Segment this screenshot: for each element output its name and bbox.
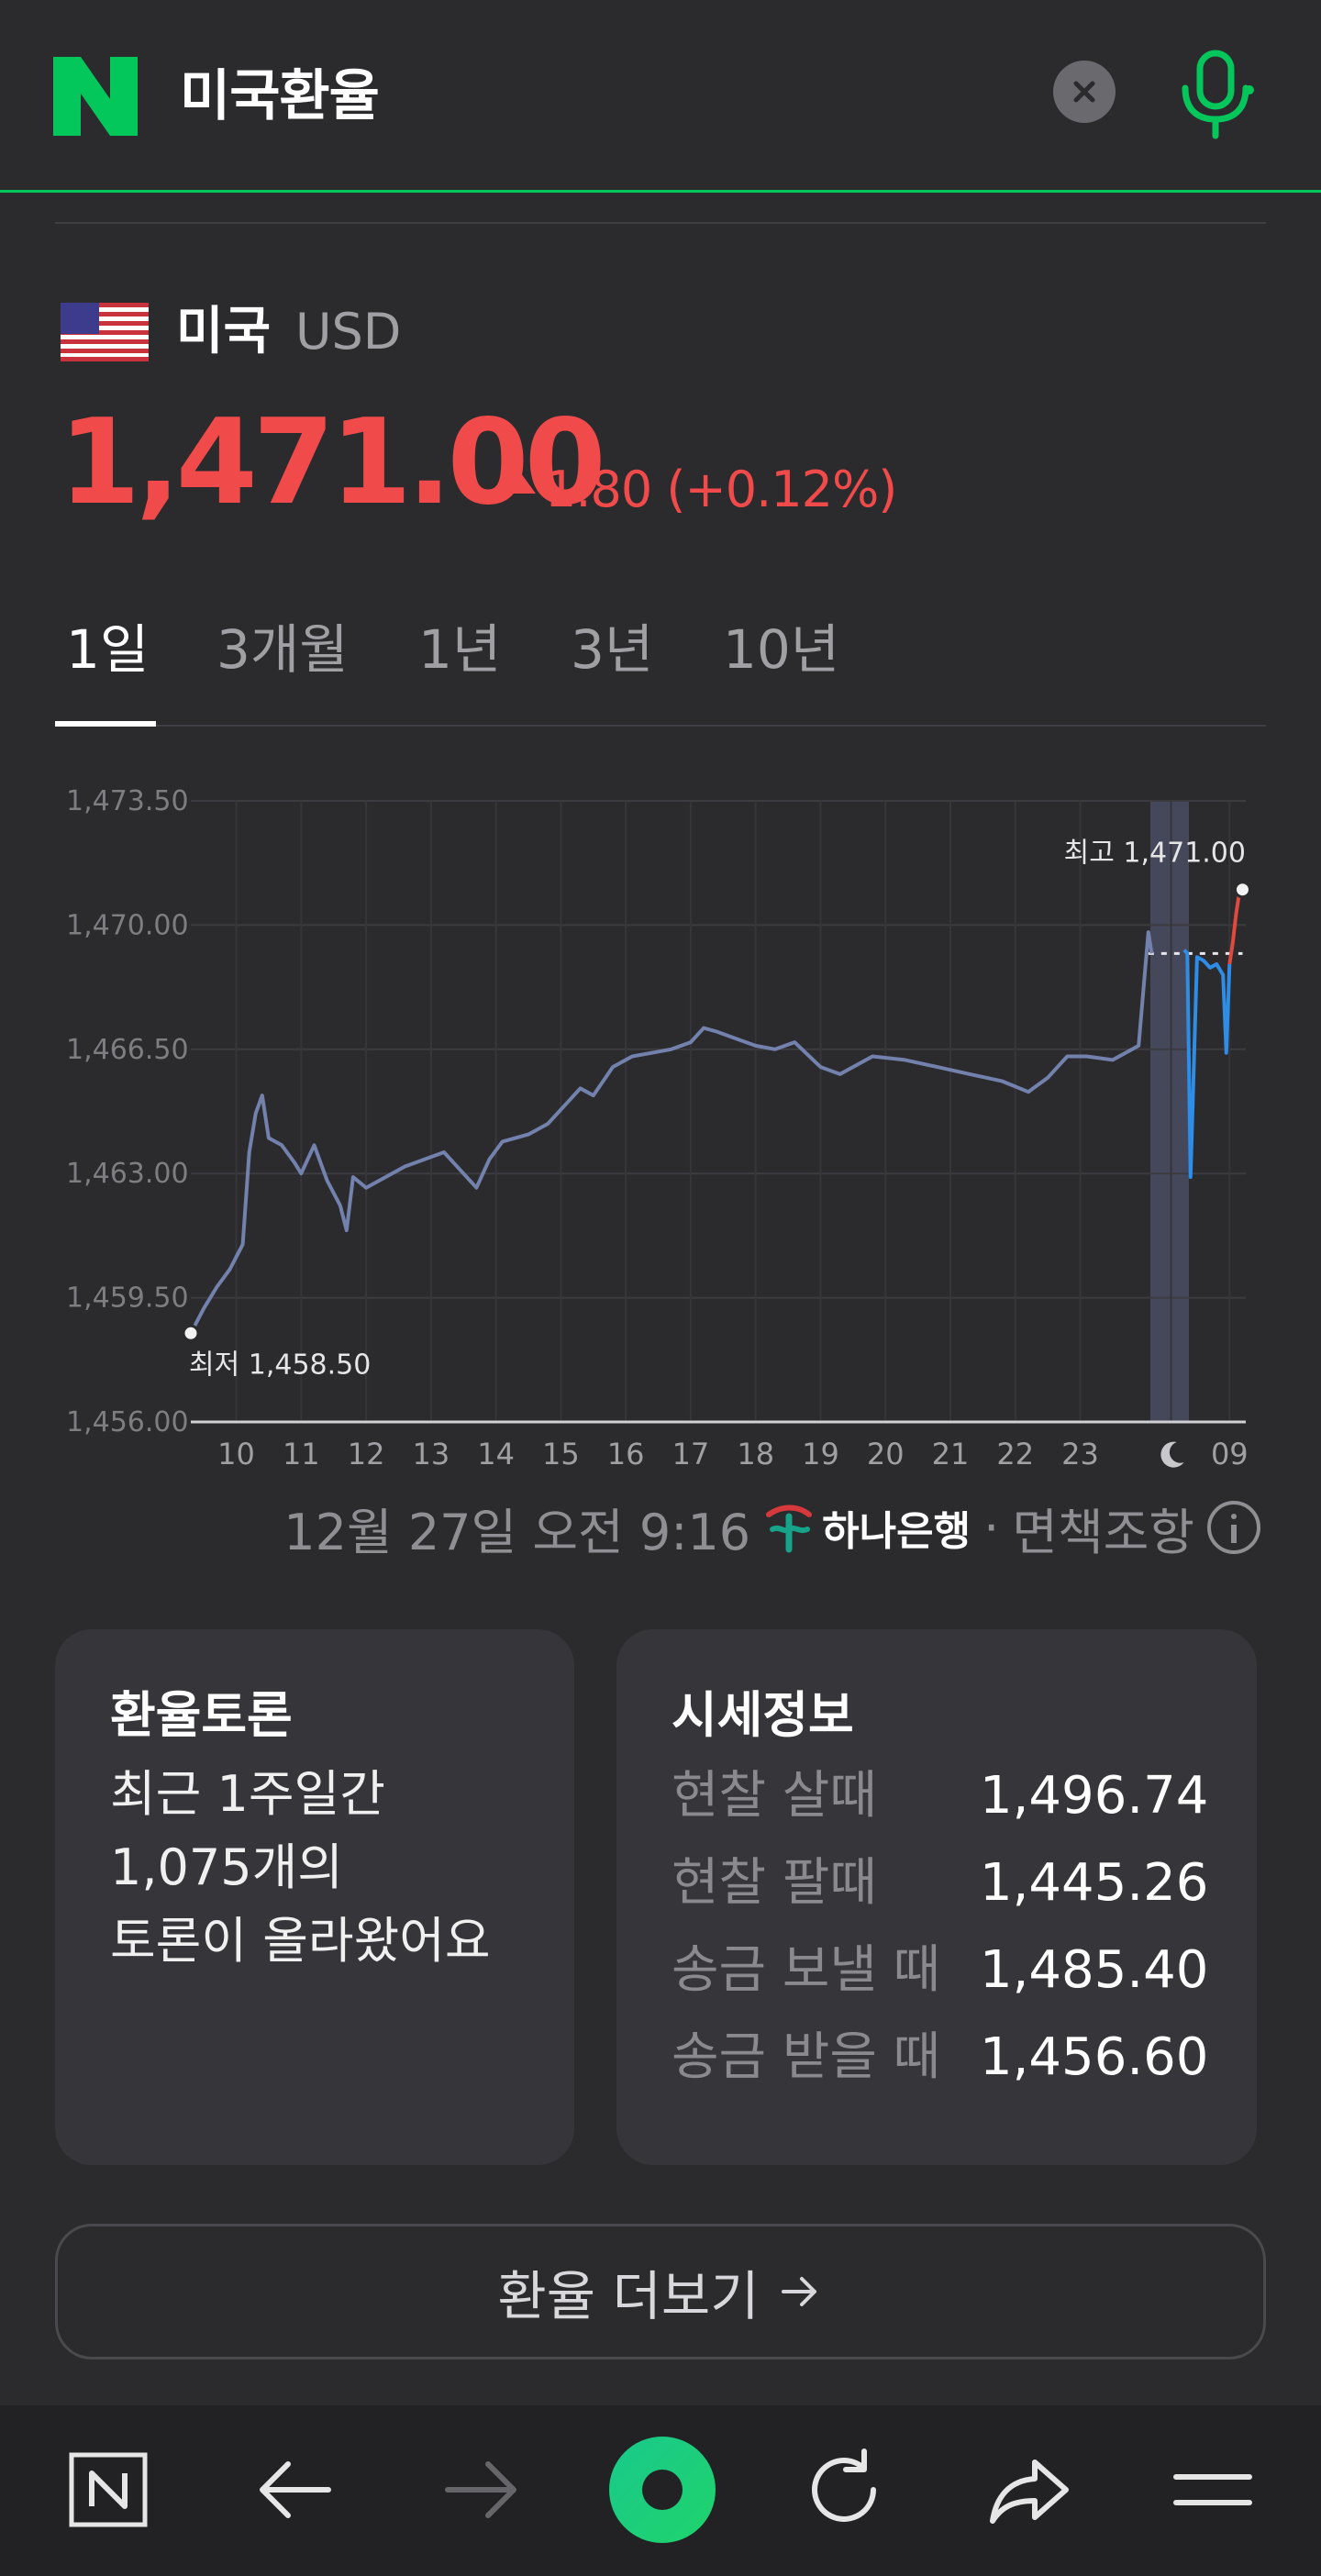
price-label: 현찰 팔때 xyxy=(672,1853,877,1913)
hana-bank-logo-icon xyxy=(766,1505,813,1553)
tab-10years[interactable]: 10년 xyxy=(723,618,840,681)
series-line xyxy=(189,930,1154,1335)
x-tick-label: 12 xyxy=(348,1437,385,1471)
back-arrow-icon[interactable] xyxy=(250,2444,341,2536)
price-value: 1,456.60 xyxy=(980,2027,1209,2087)
x-tick-label: 13 xyxy=(412,1437,450,1471)
x-tick-label: 10 xyxy=(217,1437,255,1471)
close-icon xyxy=(1073,81,1095,103)
search-header: 미국환율 xyxy=(0,0,1321,193)
y-tick-label: 1,470.00 xyxy=(66,909,189,941)
x-tick-label: 17 xyxy=(672,1437,710,1471)
info-icon[interactable] xyxy=(1207,1501,1260,1554)
divider xyxy=(55,222,1266,224)
microphone-icon[interactable] xyxy=(1176,46,1255,141)
min-point xyxy=(182,1324,200,1342)
discussion-title: 환율토론 xyxy=(110,1686,293,1744)
x-tick-label: 11 xyxy=(283,1437,320,1471)
more-button-label: 환율 더보기 xyxy=(497,2265,760,2327)
tab-3months[interactable]: 3개월 xyxy=(216,618,349,681)
separator-dot: · xyxy=(983,1498,1000,1557)
browser-bottom-nav xyxy=(0,2405,1321,2576)
more-exchange-rates-button[interactable]: 환율 더보기 xyxy=(55,2224,1266,2359)
search-query-text[interactable]: 미국환율 xyxy=(180,64,380,128)
chart-svg: 1,473.50 1,470.00 1,466.50 1,463.00 1,459.50… xyxy=(66,785,1251,1471)
x-tick-label: 19 xyxy=(802,1437,839,1471)
max-label: 최고 1,471.00 xyxy=(1064,838,1246,870)
share-icon[interactable] xyxy=(983,2444,1075,2536)
discussion-card[interactable]: 환율토론 최근 1주일간 1,075개의 토론이 올라왔어요 xyxy=(55,1629,574,2165)
tab-1day[interactable]: 1일 xyxy=(66,618,150,681)
us-flag-icon xyxy=(61,303,149,361)
y-tick-label: 1,463.00 xyxy=(66,1158,189,1190)
country-name: 미국 xyxy=(176,302,272,361)
x-tick-label: 16 xyxy=(607,1437,645,1471)
green-dot-icon[interactable] xyxy=(605,2433,719,2547)
price-value: 1,496.74 xyxy=(980,1766,1209,1826)
bank-name: 하나은행 xyxy=(822,1508,971,1555)
x-tick-label: 23 xyxy=(1061,1437,1099,1471)
price-info-title: 시세정보 xyxy=(672,1686,854,1744)
price-value: 1,445.26 xyxy=(980,1853,1209,1913)
currency-code: USD xyxy=(295,303,402,361)
y-tick-label: 1,456.00 xyxy=(66,1406,189,1438)
rate-change: 1.80 (+0.12%) xyxy=(545,461,897,518)
y-tick-label: 1,466.50 xyxy=(66,1034,189,1066)
x-tick-label: 15 xyxy=(542,1437,580,1471)
forward-arrow-icon[interactable] xyxy=(435,2444,527,2536)
price-info-card[interactable]: 시세정보 현찰 살때 1,496.74 현찰 팔때 1,445.26 송금 보낼… xyxy=(616,1629,1257,2165)
y-tick-label: 1,459.50 xyxy=(66,1282,189,1315)
price-value: 1,485.40 xyxy=(980,1940,1209,2000)
price-label: 송금 보낼 때 xyxy=(672,1940,941,2000)
exchange-rate: 1,471.00 xyxy=(59,394,606,531)
discussion-line-2: 1,075개의 xyxy=(110,1838,343,1896)
bank-logo: 하나은행 xyxy=(763,1498,971,1557)
arrow-right-icon xyxy=(781,2277,816,2306)
source-info: 12월 27일 오전 9:16 하나은행 · 면책조항 xyxy=(283,1486,1260,1569)
overnight-band xyxy=(1150,801,1189,1422)
x-tick-label: 14 xyxy=(477,1437,515,1471)
menu-icon[interactable] xyxy=(1167,2444,1259,2536)
clear-search-button[interactable] xyxy=(1053,61,1116,123)
discussion-line-1: 최근 1주일간 xyxy=(110,1765,385,1823)
moon-icon xyxy=(1160,1441,1184,1468)
price-label: 송금 받을 때 xyxy=(672,2027,941,2087)
x-tick-label: 18 xyxy=(737,1437,774,1471)
active-tab-indicator xyxy=(55,721,156,727)
naver-logo-icon[interactable] xyxy=(53,57,138,136)
update-datetime: 12월 27일 오전 9:16 xyxy=(283,1503,751,1561)
discussion-line-3: 토론이 올라왔어요 xyxy=(110,1912,491,1970)
exchange-rate-chart[interactable]: 1,473.50 1,470.00 1,466.50 1,463.00 1,459.50… xyxy=(0,761,1321,1486)
x-tick-label: 09 xyxy=(1211,1437,1249,1471)
max-point xyxy=(1233,881,1251,899)
price-label: 현찰 살때 xyxy=(672,1766,877,1826)
disclaimer-link[interactable]: 면책조항 xyxy=(1012,1503,1194,1561)
y-tick-label: 1,473.50 xyxy=(66,785,189,817)
discussion-summary: 최근 1주일간 1,075개의 토론이 올라왔어요 xyxy=(110,1758,491,1978)
refresh-icon[interactable] xyxy=(798,2444,890,2536)
period-tabs: 1일 3개월 1년 3년 10년 xyxy=(55,604,1266,727)
x-tick-label: 22 xyxy=(996,1437,1034,1471)
min-label: 최저 1,458.50 xyxy=(189,1349,371,1381)
tab-1year[interactable]: 1년 xyxy=(418,618,502,681)
up-triangle-icon xyxy=(506,473,536,494)
x-tick-label: 21 xyxy=(932,1437,970,1471)
naver-home-icon[interactable] xyxy=(62,2444,154,2536)
tab-3years[interactable]: 3년 xyxy=(571,618,654,681)
x-tick-label: 20 xyxy=(867,1437,905,1471)
series-line xyxy=(1182,949,1232,1180)
